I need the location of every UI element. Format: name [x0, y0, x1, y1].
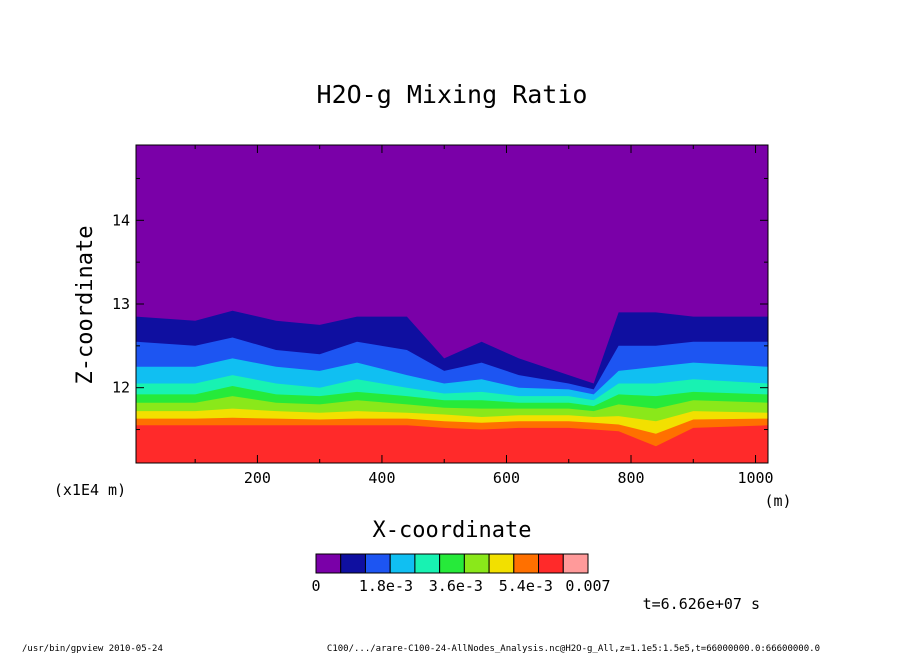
colorbar-swatch: [389, 553, 416, 574]
x-unit-label: (m): [764, 492, 791, 510]
colorbar-ticks: 0 1.8e-3 3.6e-3 5.4e-3 0.007: [311, 577, 610, 595]
colorbar-swatch: [538, 553, 564, 574]
x-axis-label: X-coordinate: [373, 518, 532, 543]
y-tick-label: 14: [112, 211, 130, 229]
x-tick-label: 400: [368, 469, 395, 487]
x-tick-label: 1000: [737, 469, 773, 487]
y-tick-label: 12: [112, 379, 130, 397]
y-axis: 12 13 14: [112, 177, 768, 431]
contour-band-9: [136, 425, 768, 463]
colorbar-swatch: [513, 553, 540, 574]
colorbar-tick-label: 5.4e-3: [499, 577, 553, 595]
colorbar-swatch: [364, 553, 391, 574]
x-tick-label: 200: [244, 469, 271, 487]
colorbar-swatch: [488, 553, 515, 574]
colorbar-swatch: [340, 553, 366, 574]
colorbar-swatch: [439, 553, 465, 574]
colorbar-swatch: [463, 553, 490, 574]
footer-left: /usr/bin/gpview 2010-05-24: [22, 644, 163, 654]
chart-title: H2O-g Mixing Ratio: [317, 80, 588, 109]
colorbar-tick-label: 0: [311, 577, 320, 595]
y-unit-label: (x1E4 m): [54, 481, 126, 499]
colorbar-swatch: [562, 553, 589, 574]
time-label: t=6.626e+07 s: [643, 595, 760, 613]
y-axis-label: Z-coordinate: [73, 226, 98, 385]
colorbar-tick-label: 0.007: [565, 577, 610, 595]
y-tick-label: 13: [112, 295, 130, 313]
colorbar-swatch: [414, 553, 441, 574]
colorbar-tick-label: 3.6e-3: [429, 577, 483, 595]
plot-area: [136, 145, 768, 463]
colorbar: [315, 553, 589, 574]
x-axis: 200 400 600 800 1000: [194, 145, 774, 487]
x-tick-label: 800: [617, 469, 644, 487]
footer-right: C100/.../arare-C100-24-AllNodes_Analysis…: [327, 644, 820, 654]
x-tick-label: 600: [493, 469, 520, 487]
colorbar-swatch: [315, 553, 342, 574]
colorbar-tick-label: 1.8e-3: [359, 577, 413, 595]
